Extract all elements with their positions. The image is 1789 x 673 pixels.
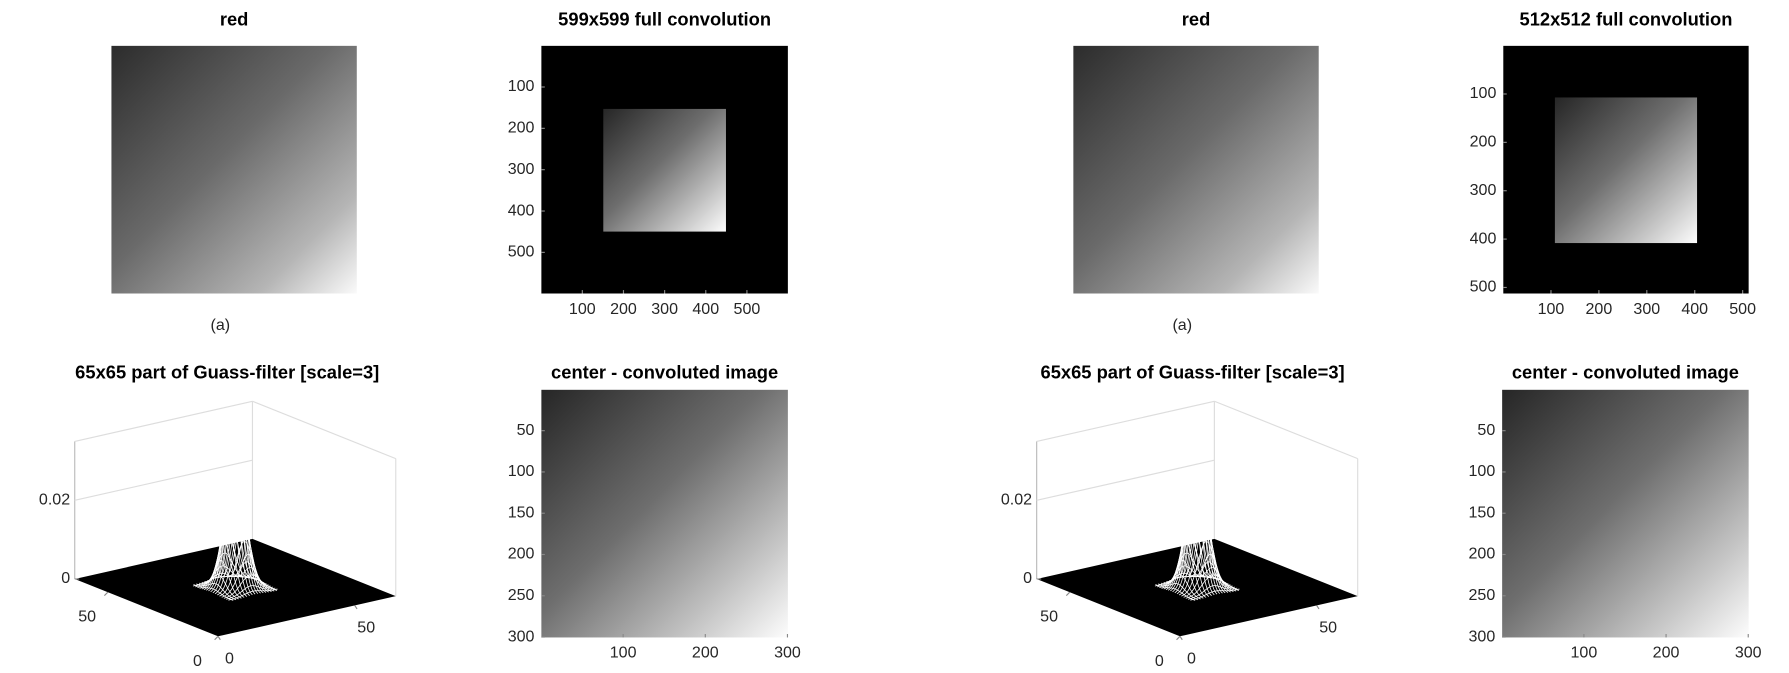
grid-line bbox=[1036, 459, 1215, 501]
y-tick-label: 400 bbox=[508, 201, 535, 219]
y-tick bbox=[214, 635, 219, 641]
z-tick-label: 0.02 bbox=[1001, 491, 1032, 509]
x-tick bbox=[354, 605, 358, 610]
x-tick-label: 100 bbox=[1538, 300, 1565, 318]
y-tick-label: 100 bbox=[508, 77, 535, 95]
image-content bbox=[111, 45, 357, 294]
caption: (a) bbox=[211, 316, 231, 334]
x-tick-label: 50 bbox=[357, 619, 375, 637]
panel-title: center - convoluted image bbox=[1512, 362, 1739, 383]
y-tick-label: 0 bbox=[193, 652, 202, 670]
mesh-line bbox=[234, 574, 275, 592]
panel-title: 65x65 part of Guass-filter [scale=3] bbox=[75, 362, 379, 383]
panel-title: red bbox=[1182, 8, 1211, 29]
panel-title: center - convoluted image bbox=[551, 362, 778, 383]
surface-base bbox=[1036, 538, 1358, 637]
image-content bbox=[541, 389, 788, 638]
y-tick-label: 500 bbox=[1470, 278, 1497, 296]
y-tick-label: 50 bbox=[517, 421, 535, 439]
y-tick-label: 400 bbox=[1470, 229, 1497, 247]
y-tick-label: 50 bbox=[1040, 608, 1058, 626]
grid-line bbox=[74, 459, 253, 501]
image-content bbox=[1502, 389, 1749, 638]
x-tick-label: 300 bbox=[774, 644, 801, 662]
box-edge bbox=[74, 400, 253, 442]
x-tick-label: 50 bbox=[1319, 619, 1337, 637]
x-tick-label: 400 bbox=[692, 300, 719, 318]
x-tick bbox=[1316, 605, 1320, 610]
mesh-line bbox=[1157, 572, 1207, 588]
y-tick-label: 100 bbox=[1468, 462, 1495, 480]
x-tick-label: 0 bbox=[225, 649, 234, 667]
x-tick-label: 100 bbox=[610, 644, 637, 662]
x-tick-label: 200 bbox=[1586, 300, 1613, 318]
mesh-line bbox=[195, 572, 245, 588]
mesh-line bbox=[1196, 574, 1237, 592]
z-tick-label: 0 bbox=[1023, 569, 1032, 587]
y-tick-label: 250 bbox=[1468, 586, 1495, 604]
y-tick bbox=[1065, 591, 1071, 597]
mesh-line bbox=[1199, 574, 1240, 591]
x-tick-label: 300 bbox=[651, 300, 678, 318]
x-tick bbox=[1179, 635, 1183, 641]
x-tick-label: 0 bbox=[1187, 649, 1196, 667]
y-tick-label: 200 bbox=[1470, 133, 1497, 151]
caption: (a) bbox=[1172, 316, 1192, 334]
y-tick-label: 200 bbox=[1468, 545, 1495, 563]
x-tick-label: 200 bbox=[610, 300, 637, 318]
x-tick-label: 500 bbox=[734, 300, 761, 318]
image-content bbox=[603, 108, 726, 232]
y-tick-label: 0 bbox=[1155, 652, 1164, 670]
panel-title: 65x65 part of Guass-filter [scale=3] bbox=[1041, 362, 1345, 383]
x-tick bbox=[217, 635, 221, 641]
panel-title: red bbox=[220, 8, 249, 29]
x-tick-label: 200 bbox=[692, 644, 719, 662]
image-content bbox=[1554, 97, 1698, 244]
y-tick-label: 50 bbox=[78, 608, 96, 626]
y-tick-label: 300 bbox=[508, 160, 535, 178]
y-tick-label: 300 bbox=[1468, 627, 1495, 645]
x-tick-label: 500 bbox=[1729, 300, 1756, 318]
z-tick-label: 0 bbox=[61, 569, 70, 587]
mesh-line bbox=[237, 574, 278, 591]
y-tick-label: 100 bbox=[508, 462, 535, 480]
z-tick-label: 0.02 bbox=[39, 491, 70, 509]
y-tick-label: 200 bbox=[508, 545, 535, 563]
mesh-line bbox=[192, 574, 243, 587]
y-tick-label: 300 bbox=[1470, 181, 1497, 199]
x-tick-label: 300 bbox=[1633, 300, 1660, 318]
y-tick-label: 250 bbox=[508, 586, 535, 604]
mesh-line bbox=[1154, 574, 1205, 587]
box-edge bbox=[252, 400, 396, 460]
y-tick-label: 200 bbox=[508, 119, 535, 137]
box-edge bbox=[1214, 400, 1358, 460]
image-content bbox=[1073, 45, 1319, 294]
x-tick-label: 200 bbox=[1653, 644, 1680, 662]
y-tick bbox=[1176, 635, 1181, 641]
y-tick-label: 500 bbox=[508, 243, 535, 261]
box-edge bbox=[1036, 400, 1215, 442]
x-tick-label: 100 bbox=[1571, 644, 1598, 662]
y-tick-label: 150 bbox=[508, 503, 535, 521]
y-tick-label: 100 bbox=[1470, 84, 1497, 102]
y-tick bbox=[103, 591, 109, 597]
y-tick-label: 50 bbox=[1477, 421, 1495, 439]
x-tick-label: 300 bbox=[1735, 644, 1762, 662]
panel-title: 512x512 full convolution bbox=[1520, 8, 1733, 29]
y-tick-label: 150 bbox=[1468, 503, 1495, 521]
panel-title: 599x599 full convolution bbox=[558, 8, 771, 29]
x-tick-label: 100 bbox=[569, 300, 596, 318]
surface-base bbox=[74, 538, 396, 637]
x-tick-label: 400 bbox=[1681, 300, 1708, 318]
y-tick-label: 300 bbox=[508, 627, 535, 645]
